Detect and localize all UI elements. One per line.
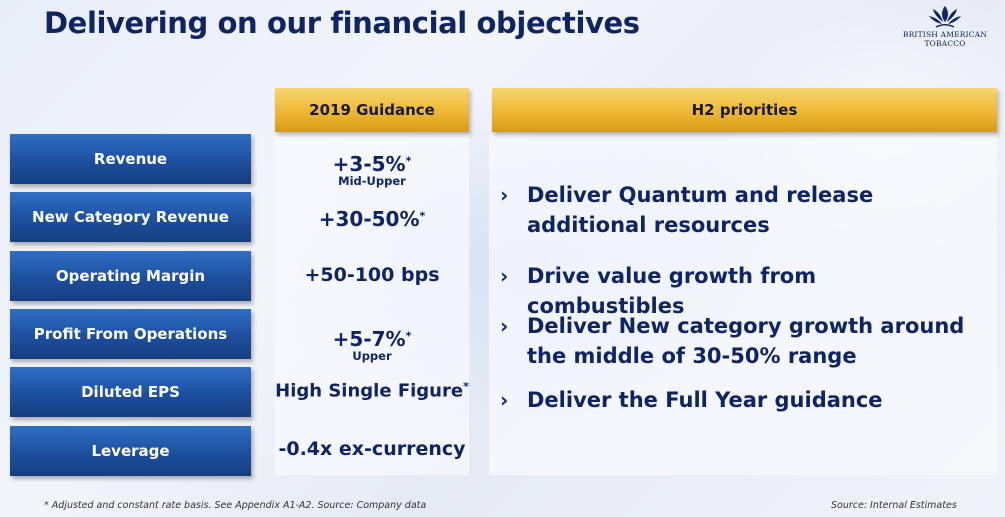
logo-line1: British American bbox=[902, 30, 988, 39]
priority-text: Deliver the Full Year guidance bbox=[527, 388, 883, 412]
guidance-panel bbox=[275, 134, 469, 475]
guidance-value-leverage: -0.4x ex-currency bbox=[275, 438, 469, 460]
metric-label: Revenue bbox=[93, 150, 168, 168]
metric-label: Profit From Operations bbox=[33, 325, 228, 343]
metric-operating-margin: Operating Margin bbox=[10, 251, 251, 301]
value-text: +30-50% bbox=[318, 207, 420, 231]
metric-label: Leverage bbox=[91, 442, 170, 460]
value-text: -0.4x ex-currency bbox=[278, 438, 466, 460]
chevron-right-icon: › bbox=[500, 183, 509, 207]
priorities-panel bbox=[489, 134, 997, 475]
chevron-right-icon: › bbox=[500, 264, 509, 288]
guidance-value-revenue: +3-5%* Mid-Upper bbox=[275, 153, 469, 187]
value-asterisk: * bbox=[419, 209, 426, 223]
chevron-right-icon: › bbox=[500, 388, 509, 412]
value-asterisk: * bbox=[405, 329, 412, 343]
priority-text: Deliver New category growth around the m… bbox=[527, 314, 965, 368]
metric-label: Diluted EPS bbox=[81, 383, 180, 401]
metric-new-category-revenue: New Category Revenue bbox=[10, 192, 251, 242]
metric-leverage: Leverage bbox=[10, 426, 251, 476]
metric-label: New Category Revenue bbox=[32, 208, 229, 226]
value-text: High Single Figure bbox=[275, 380, 464, 402]
priorities-header-label: H2 priorities bbox=[691, 101, 798, 119]
value-asterisk: * bbox=[405, 154, 412, 168]
metric-label: Operating Margin bbox=[55, 267, 206, 285]
metric-profit-from-operations: Profit From Operations bbox=[10, 309, 251, 359]
guidance-header: 2019 Guidance bbox=[275, 88, 469, 132]
footnote-right: Source: Internal Estimates bbox=[831, 500, 957, 511]
priority-item: › Deliver the Full Year guidance bbox=[500, 385, 970, 415]
guidance-value-diluted-eps: High Single Figure* bbox=[275, 380, 469, 402]
value-sub: Mid-Upper bbox=[338, 174, 406, 188]
value-asterisk: * bbox=[463, 380, 469, 393]
page-title: Delivering on our financial objectives bbox=[44, 6, 640, 40]
priorities-header: H2 priorities bbox=[492, 88, 997, 132]
value-text: +50-100 bps bbox=[304, 264, 440, 286]
metric-diluted-eps: Diluted EPS bbox=[10, 367, 251, 417]
guidance-value-new-category-revenue: +30-50%* bbox=[275, 208, 469, 230]
value-text: +5-7% bbox=[332, 327, 406, 351]
leaf-crest-icon bbox=[929, 6, 961, 28]
guidance-value-operating-margin: +50-100 bps bbox=[275, 264, 469, 286]
value-sub: Upper bbox=[352, 349, 392, 363]
company-logo: British American Tobacco bbox=[890, 4, 1000, 52]
priority-item: › Deliver Quantum and release additional… bbox=[500, 180, 970, 240]
logo-line2: Tobacco bbox=[924, 39, 966, 48]
chevron-right-icon: › bbox=[500, 314, 509, 338]
priority-text: Deliver Quantum and release additional r… bbox=[527, 183, 874, 237]
priority-item: › Deliver New category growth around the… bbox=[500, 311, 970, 371]
priority-item: › Drive value growth from combustibles bbox=[500, 261, 970, 321]
guidance-header-label: 2019 Guidance bbox=[309, 101, 435, 119]
priority-text: Drive value growth from combustibles bbox=[527, 264, 817, 318]
footnote-left: * Adjusted and constant rate basis. See … bbox=[44, 500, 427, 511]
value-text: +3-5% bbox=[332, 152, 406, 176]
guidance-value-profit-from-operations: +5-7%* Upper bbox=[275, 328, 469, 362]
metric-revenue: Revenue bbox=[10, 134, 251, 184]
